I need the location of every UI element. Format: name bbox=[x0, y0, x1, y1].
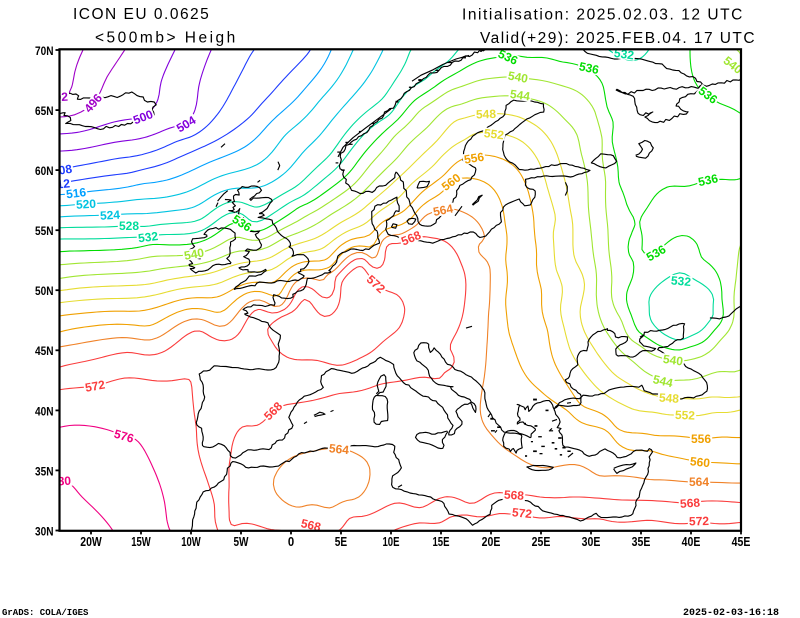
svg-text:572: 572 bbox=[84, 378, 106, 395]
svg-text:572: 572 bbox=[511, 505, 533, 521]
svg-text:40E: 40E bbox=[682, 534, 701, 549]
svg-text:572: 572 bbox=[689, 514, 710, 528]
svg-text:35E: 35E bbox=[632, 534, 651, 549]
svg-text:15E: 15E bbox=[433, 534, 450, 549]
svg-text:568: 568 bbox=[504, 488, 525, 503]
svg-text:520: 520 bbox=[76, 197, 97, 212]
svg-text:532: 532 bbox=[670, 273, 691, 289]
svg-text:40N: 40N bbox=[35, 406, 54, 418]
svg-text:564: 564 bbox=[689, 475, 709, 489]
svg-text:540: 540 bbox=[183, 246, 205, 263]
svg-text:568: 568 bbox=[300, 516, 323, 534]
svg-text:552: 552 bbox=[483, 126, 505, 142]
svg-text:60N: 60N bbox=[35, 166, 54, 178]
svg-text:30N: 30N bbox=[35, 526, 54, 538]
svg-text:564: 564 bbox=[432, 201, 455, 219]
svg-text:10E: 10E bbox=[383, 534, 400, 549]
svg-text:544: 544 bbox=[652, 372, 675, 390]
svg-text:25E: 25E bbox=[532, 534, 551, 549]
svg-text:532: 532 bbox=[613, 46, 635, 63]
svg-text:548: 548 bbox=[476, 107, 497, 122]
svg-text:544: 544 bbox=[509, 87, 531, 104]
svg-text:508: 508 bbox=[51, 162, 73, 179]
svg-text:536: 536 bbox=[578, 59, 601, 77]
svg-text:15W: 15W bbox=[131, 534, 151, 549]
svg-text:524: 524 bbox=[100, 208, 121, 223]
svg-text:516: 516 bbox=[65, 185, 87, 201]
svg-text:70N: 70N bbox=[35, 46, 54, 58]
svg-text:552: 552 bbox=[675, 408, 696, 423]
svg-text:492: 492 bbox=[48, 90, 69, 105]
svg-text:2025-02-03-16:18: 2025-02-03-16:18 bbox=[683, 608, 779, 618]
svg-text:Initialisation: 2025.02.03. 12: Initialisation: 2025.02.03. 12 UTC bbox=[462, 7, 744, 24]
svg-text:35N: 35N bbox=[35, 466, 54, 478]
svg-text:512: 512 bbox=[49, 176, 70, 192]
svg-text:30E: 30E bbox=[582, 534, 601, 549]
svg-text:GrADS: COLA/IGES: GrADS: COLA/IGES bbox=[2, 608, 89, 618]
svg-text:540: 540 bbox=[507, 69, 529, 86]
svg-text:568: 568 bbox=[680, 495, 701, 510]
svg-text:548: 548 bbox=[659, 391, 680, 406]
svg-text:45E: 45E bbox=[732, 534, 751, 549]
svg-text:580: 580 bbox=[51, 474, 72, 489]
svg-text:65N: 65N bbox=[35, 106, 54, 118]
svg-text:Valid(+29): 2025.FEB.04. 17 UT: Valid(+29): 2025.FEB.04. 17 UTC bbox=[480, 30, 756, 47]
svg-text:5W: 5W bbox=[234, 534, 250, 549]
svg-text:532: 532 bbox=[137, 229, 159, 245]
svg-text:ICON EU 0.0625: ICON EU 0.0625 bbox=[73, 6, 210, 23]
svg-text:5E: 5E bbox=[335, 534, 348, 549]
svg-text:10W: 10W bbox=[181, 534, 201, 549]
svg-text:576: 576 bbox=[112, 427, 135, 446]
svg-text:<500mb> Heigh: <500mb> Heigh bbox=[95, 30, 238, 47]
svg-text:20E: 20E bbox=[482, 534, 501, 549]
svg-text:540: 540 bbox=[662, 352, 684, 369]
svg-text:45N: 45N bbox=[35, 346, 54, 358]
svg-text:50N: 50N bbox=[35, 286, 54, 298]
svg-text:0: 0 bbox=[288, 534, 294, 549]
svg-text:556: 556 bbox=[463, 150, 485, 167]
svg-text:20W: 20W bbox=[80, 534, 102, 549]
svg-text:500: 500 bbox=[131, 107, 155, 127]
svg-text:560: 560 bbox=[689, 454, 711, 470]
svg-text:528: 528 bbox=[119, 219, 139, 233]
svg-text:564: 564 bbox=[328, 441, 350, 457]
svg-text:536: 536 bbox=[697, 171, 720, 189]
svg-text:556: 556 bbox=[691, 432, 711, 446]
svg-text:55N: 55N bbox=[35, 226, 54, 238]
